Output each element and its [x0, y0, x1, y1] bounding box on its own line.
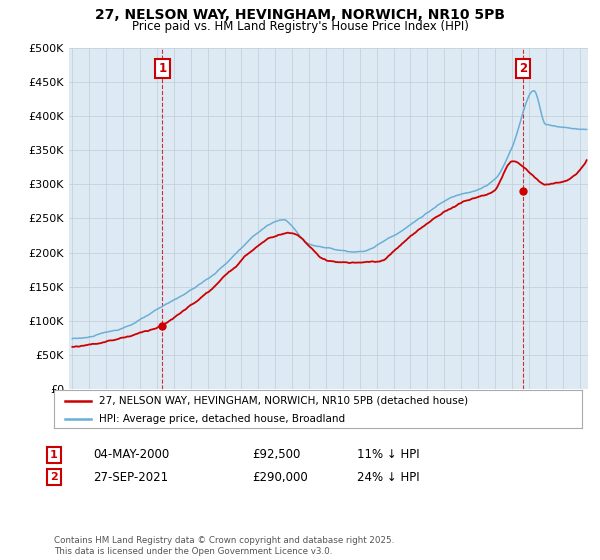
- Text: 1: 1: [158, 62, 167, 74]
- Text: 27, NELSON WAY, HEVINGHAM, NORWICH, NR10 5PB: 27, NELSON WAY, HEVINGHAM, NORWICH, NR10…: [95, 8, 505, 22]
- Text: 04-MAY-2000: 04-MAY-2000: [93, 448, 169, 461]
- Text: Price paid vs. HM Land Registry's House Price Index (HPI): Price paid vs. HM Land Registry's House …: [131, 20, 469, 32]
- Text: 2: 2: [50, 472, 58, 482]
- Text: 2: 2: [519, 62, 527, 74]
- Text: £92,500: £92,500: [252, 448, 301, 461]
- Text: 24% ↓ HPI: 24% ↓ HPI: [357, 470, 419, 484]
- Text: Contains HM Land Registry data © Crown copyright and database right 2025.
This d: Contains HM Land Registry data © Crown c…: [54, 536, 394, 556]
- Text: £290,000: £290,000: [252, 470, 308, 484]
- Text: 27-SEP-2021: 27-SEP-2021: [93, 470, 168, 484]
- Text: HPI: Average price, detached house, Broadland: HPI: Average price, detached house, Broa…: [99, 414, 345, 424]
- Text: 1: 1: [50, 450, 58, 460]
- Text: 11% ↓ HPI: 11% ↓ HPI: [357, 448, 419, 461]
- Text: 27, NELSON WAY, HEVINGHAM, NORWICH, NR10 5PB (detached house): 27, NELSON WAY, HEVINGHAM, NORWICH, NR10…: [99, 396, 468, 406]
